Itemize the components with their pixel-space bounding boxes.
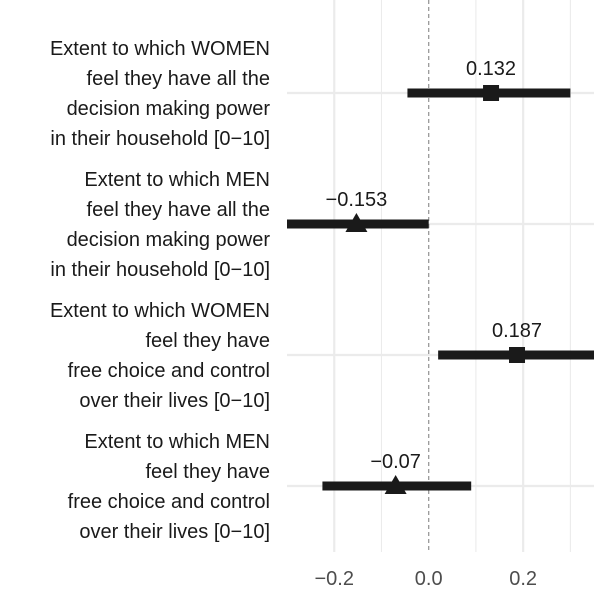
estimate-triangle — [345, 213, 368, 232]
y-axis-label-line: feel they have — [145, 461, 270, 483]
y-axis-label: Extent to which WOMEN feel they have free … — [50, 300, 270, 412]
y-axis-labels: Extent to which WOMEN feel they have all … — [50, 38, 270, 543]
y-axis-label-line: Extent to which WOMEN — [50, 300, 270, 322]
y-axis-label-line: feel they have all the — [87, 199, 270, 221]
data-label: −0.153 — [326, 189, 388, 211]
y-axis-label-line: in their household [0−10] — [50, 128, 270, 150]
x-axis-ticks: −0.2 0.0 0.2 — [314, 568, 537, 590]
data-label: −0.07 — [370, 451, 421, 473]
y-axis-label-line: free choice and control — [68, 360, 270, 382]
y-axis-label-line: Extent to which WOMEN — [50, 38, 270, 60]
y-axis-label: Extent to which WOMEN feel they have all … — [50, 38, 270, 150]
x-tick-label: −0.2 — [314, 568, 353, 590]
estimate-square — [509, 347, 526, 363]
grid — [287, 0, 594, 552]
data-marks: 0.132 −0.153 0.187 −0.07 — [287, 58, 594, 494]
data-label: 0.187 — [492, 320, 542, 342]
estimate-square — [483, 85, 500, 101]
data-label: 0.132 — [466, 58, 516, 80]
estimate-triangle — [384, 475, 407, 494]
x-tick-label: 0.2 — [509, 568, 537, 590]
y-axis-label-line: feel they have all the — [87, 68, 270, 90]
y-axis-label-line: feel they have — [145, 330, 270, 352]
x-tick-label: 0.0 — [415, 568, 443, 590]
y-axis-label-line: Extent to which MEN — [84, 169, 270, 191]
y-axis-label-line: over their lives [0−10] — [79, 390, 270, 412]
y-axis-label: Extent to which MEN feel they have all th… — [50, 169, 270, 281]
y-axis-label-line: in their household [0−10] — [50, 259, 270, 281]
y-axis-label-line: over their lives [0−10] — [79, 521, 270, 543]
y-axis-label-line: free choice and control — [68, 491, 270, 513]
y-axis-label-line: Extent to which MEN — [84, 431, 270, 453]
y-axis-label-line: decision making power — [67, 98, 271, 120]
y-axis-label-line: decision making power — [67, 229, 271, 251]
y-axis-label: Extent to which MEN feel they have free ch… — [68, 431, 270, 543]
